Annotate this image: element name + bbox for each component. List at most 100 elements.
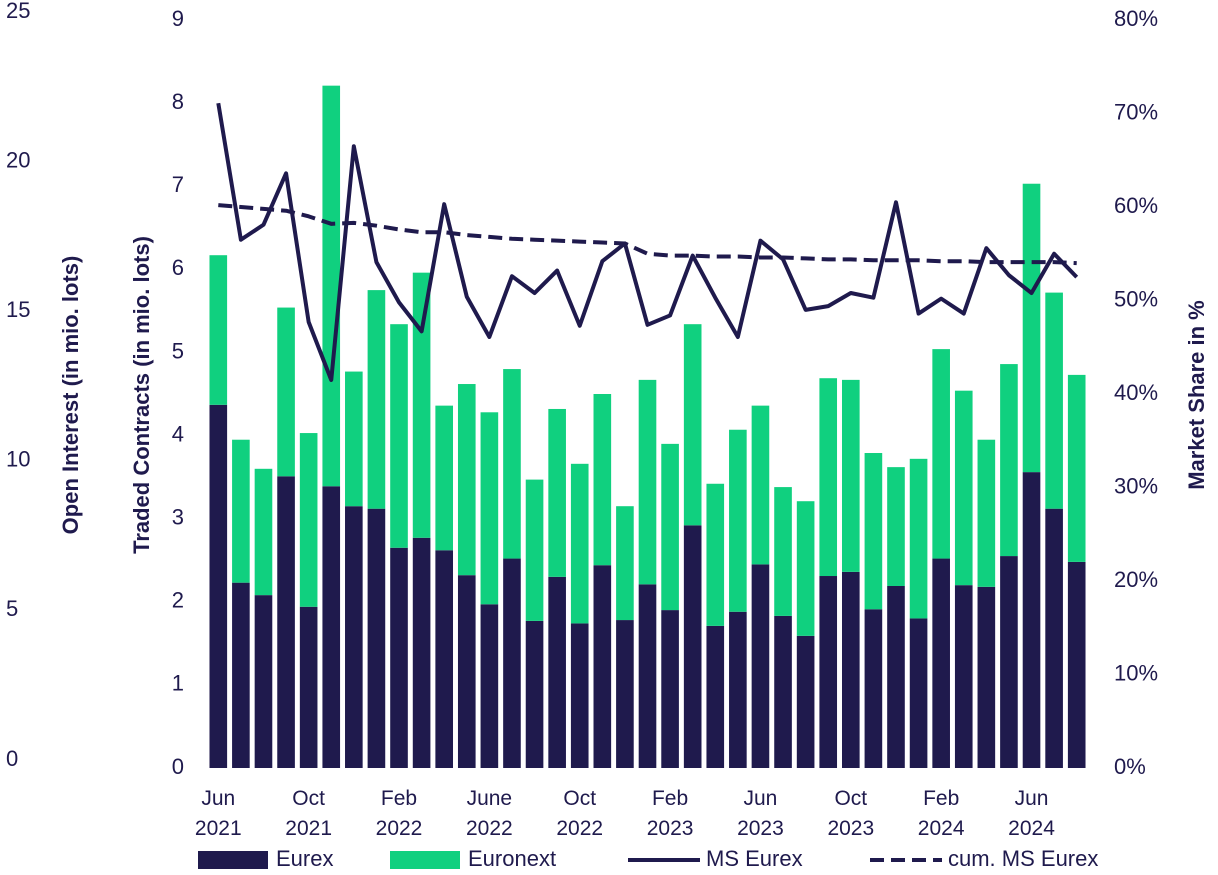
- y2-tick-label: 20%: [1114, 567, 1158, 592]
- bar-segment: [706, 483, 725, 626]
- bar-segment: [638, 379, 657, 585]
- bar-segment: [774, 615, 792, 768]
- bar-segment: [322, 85, 341, 487]
- y-tick-label: 7: [172, 172, 184, 197]
- bar-segment: [593, 565, 612, 768]
- x-tick-label: Jun 2024: [1008, 787, 1055, 840]
- bar-segment: [209, 255, 228, 405]
- y2-tick-label: 50%: [1114, 286, 1158, 311]
- bar-segment: [412, 272, 431, 538]
- y2-axis-title: Market Share in %: [1184, 300, 1209, 490]
- legend-label: cum. MS Eurex: [948, 846, 1098, 871]
- y-tick-label: 1: [172, 671, 184, 696]
- bar-segment: [1022, 183, 1041, 473]
- bar-segment: [548, 408, 566, 577]
- x-tick-label: Jun 2021: [194, 787, 242, 840]
- x-tick-label: Jun 2023: [737, 787, 784, 840]
- y2-tick-label: 10%: [1114, 660, 1158, 685]
- bar-segment: [706, 625, 725, 768]
- bar-segment: [954, 390, 973, 586]
- bar-segment: [887, 467, 905, 586]
- bar-segment: [345, 506, 363, 768]
- bar-segment: [570, 623, 589, 768]
- y-axis-title: Traded Contracts (in mio. lots): [129, 236, 154, 554]
- y3-tick-label: 15: [6, 297, 30, 322]
- bar-segment: [548, 576, 566, 768]
- bar-segment: [796, 635, 815, 768]
- bar-segment: [616, 506, 634, 621]
- legend-label: MS Eurex: [706, 846, 803, 871]
- bar-segment: [570, 463, 589, 624]
- bar-segment: [841, 571, 860, 768]
- bar-segment: [277, 476, 295, 768]
- y-tick-label: 8: [172, 89, 184, 114]
- x-tick-label: Oct 2022: [556, 787, 604, 840]
- bar-segment: [909, 618, 928, 768]
- bar-segment: [661, 443, 679, 611]
- line-series: [218, 203, 1077, 266]
- bar-segment: [232, 582, 250, 768]
- bar-segment: [1045, 292, 1063, 509]
- line-series: [216, 102, 1079, 382]
- y3-tick-label: 10: [6, 447, 30, 472]
- bar-segment: [593, 394, 612, 566]
- bar-segment: [254, 595, 273, 768]
- x-tick-label: Oct 2023: [827, 787, 875, 840]
- bar-segment: [819, 378, 838, 577]
- bar-segment: [457, 384, 476, 576]
- bar-segment: [661, 610, 679, 768]
- bar-segment: [367, 290, 386, 509]
- x-tick-label: Feb 2024: [917, 787, 965, 840]
- y-tick-label: 3: [172, 504, 184, 529]
- bar-segment: [729, 611, 747, 768]
- y2-tick-label: 70%: [1114, 99, 1158, 124]
- bar-segment: [525, 620, 544, 768]
- bar-segment: [299, 606, 318, 768]
- bar-segment: [751, 564, 770, 768]
- bar-segment: [254, 468, 273, 596]
- y-tick-label: 0: [172, 754, 184, 779]
- bar-segment: [774, 487, 792, 616]
- bar-segment: [1022, 472, 1041, 768]
- bar-segment: [887, 585, 905, 768]
- bar-segment: [322, 486, 341, 768]
- bar-segment: [909, 458, 928, 619]
- bar-segment: [954, 585, 973, 768]
- bar-segment: [503, 369, 521, 559]
- y3-tick-label: 20: [6, 147, 30, 172]
- bar-segment: [1000, 556, 1018, 768]
- legend-swatch: [198, 851, 268, 869]
- bar-segment: [1067, 561, 1086, 768]
- bar-segment: [367, 508, 386, 768]
- bar-segment: [412, 537, 431, 768]
- bar-segment: [277, 307, 295, 477]
- legend-swatch: [390, 851, 460, 869]
- y-tick-label: 4: [172, 421, 184, 446]
- bar-segment: [435, 550, 454, 768]
- bar-segment: [796, 501, 815, 636]
- x-tick-label: Feb 2023: [646, 787, 694, 840]
- bar-segment: [864, 609, 883, 768]
- y2-tick-label: 40%: [1114, 380, 1158, 405]
- bar-segment: [977, 439, 996, 587]
- bar-segment: [932, 558, 950, 768]
- bar-segment: [683, 324, 702, 526]
- bar-segment: [819, 576, 838, 768]
- bar-segment: [503, 558, 521, 768]
- bar-segment: [457, 575, 476, 768]
- bar-segment: [932, 349, 950, 559]
- y3-tick-label: 25: [6, 0, 30, 23]
- bar-segment: [390, 324, 408, 548]
- y-tick-label: 2: [172, 588, 184, 613]
- bar-segment: [525, 479, 544, 621]
- bar-segment: [299, 433, 318, 607]
- bar-segment: [209, 404, 228, 768]
- bar-segment: [683, 525, 702, 768]
- bar-segment: [232, 439, 250, 583]
- bar-segment: [841, 379, 860, 572]
- bar-segment: [977, 586, 996, 768]
- y3-axis-title: Open Interest (in mio. lots): [58, 256, 83, 535]
- y3-tick-label: 0: [6, 746, 18, 771]
- y-tick-label: 6: [172, 255, 184, 280]
